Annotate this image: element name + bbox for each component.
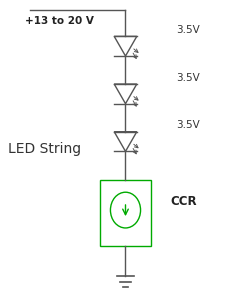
Bar [100, 180, 150, 246]
Text: CCR: CCR [170, 195, 196, 208]
Text: +13 to 20 V: +13 to 20 V [25, 16, 94, 27]
Text: 3.5V: 3.5V [175, 25, 199, 35]
Text: 3.5V: 3.5V [175, 120, 199, 130]
Text: 3.5V: 3.5V [175, 72, 199, 83]
Text: LED String: LED String [8, 142, 80, 156]
